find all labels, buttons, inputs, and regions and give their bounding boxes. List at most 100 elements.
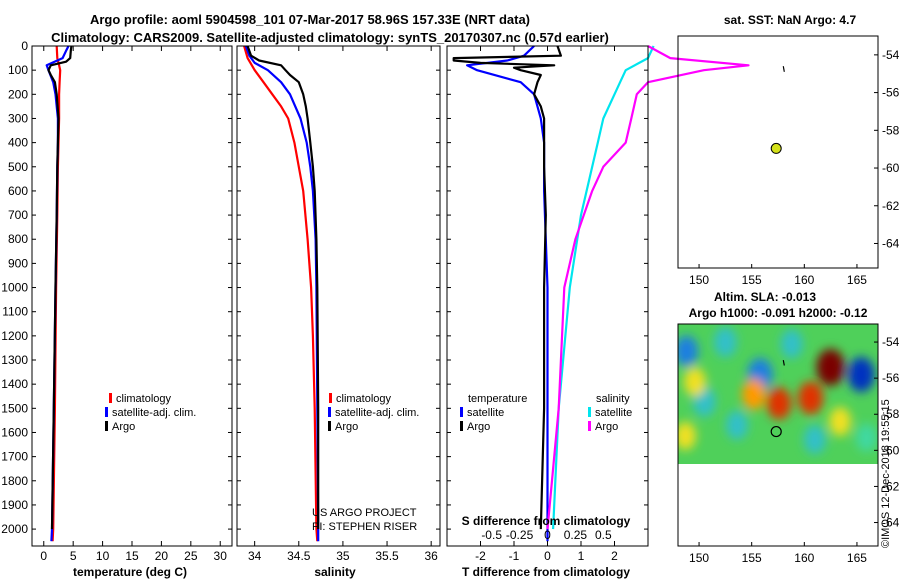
- legend-label-satellite: satellite-adj. clim.: [112, 407, 196, 419]
- depth-tick-label: 1500: [1, 401, 28, 415]
- map-y-tick-label: -54: [882, 48, 900, 62]
- legend-label-t-argo: Argo: [467, 421, 490, 433]
- depth-tick-label: 100: [8, 63, 28, 77]
- sla-field: [678, 327, 878, 455]
- legend-title-salinity: salinity: [596, 393, 630, 405]
- map-y-tick-label: -56: [882, 86, 900, 100]
- map-y-tick-label: -58: [882, 407, 900, 421]
- sla-map-axes: 150 155 160 165 -54 -56 -58 -60 -62 -64: [689, 335, 900, 565]
- float-track: [782, 359, 785, 366]
- depth-tick-label: 1900: [1, 498, 28, 512]
- temperature-xlabel: temperature (deg C): [73, 565, 187, 579]
- s-tick-label: 0.5: [595, 528, 612, 542]
- depth-tick-label: 800: [8, 232, 28, 246]
- x-tick-label: 15: [125, 549, 139, 563]
- x-tick-label: 25: [184, 549, 198, 563]
- map-y-tick-label: -60: [882, 161, 900, 175]
- series-line-s-argo: [546, 45, 750, 530]
- map-x-tick-label: 160: [794, 551, 814, 565]
- sla-anomaly-blob: [678, 335, 699, 367]
- sla-map: Altim. SLA: -0.013 Argo h1000: -0.091 h2…: [677, 290, 900, 565]
- depth-tick-label: 1200: [1, 329, 28, 343]
- series-line-argo: [47, 45, 73, 530]
- s-tick-label: -0.25: [506, 528, 534, 542]
- x-tick-label: -2: [475, 549, 486, 563]
- map-y-tick-label: -64: [882, 236, 900, 250]
- sst-map-title: sat. SST: NaN Argo: 4.7: [724, 13, 857, 27]
- difference-x-axis: -2 -1 0 1 2: [475, 46, 618, 563]
- difference-legend: temperature satellite Argo salinity sate…: [460, 393, 632, 433]
- sla-map-title-line1: Altim. SLA: -0.013: [714, 290, 816, 304]
- x-tick-label: 0: [544, 549, 551, 563]
- map-x-tick-label: 150: [689, 273, 709, 287]
- x-tick-label: 34: [248, 549, 262, 563]
- x-tick-label: 5: [70, 549, 77, 563]
- x-tick-label: 2: [611, 549, 618, 563]
- map-x-tick-label: 155: [742, 551, 762, 565]
- legend-swatch-s-satellite: [588, 407, 591, 417]
- float-track: [782, 66, 785, 72]
- map-x-tick-label: 160: [794, 273, 814, 287]
- project-credit-line2: PI: STEPHEN RISER: [312, 521, 417, 533]
- sla-map-marks: [770, 359, 785, 438]
- x-tick-label: 30: [214, 549, 228, 563]
- legend-label-s-argo: Argo: [595, 421, 618, 433]
- float-position-marker: [770, 142, 782, 154]
- sla-anomaly-blob: [683, 367, 706, 397]
- salinity-xlabel: salinity: [314, 565, 356, 579]
- salinity-frame: [236, 45, 441, 547]
- temperature-frame: [31, 45, 233, 547]
- x-tick-label: 10: [96, 549, 110, 563]
- legend-label-argo: Argo: [112, 421, 135, 433]
- temperature-marks: [45, 45, 73, 542]
- sla-anomaly-blob: [855, 423, 878, 452]
- series-line-t-satellite: [466, 45, 549, 542]
- sst-map-frame: [677, 35, 879, 269]
- map-y-tick-label: -56: [882, 371, 900, 385]
- map-x-tick-label: 150: [689, 551, 709, 565]
- figure-title-line1: Argo profile: aoml 5904598_101 07-Mar-20…: [90, 12, 530, 27]
- depth-tick-label: 1100: [2, 305, 28, 319]
- sla-anomaly-blob: [713, 327, 737, 358]
- sla-anomaly-blob: [829, 406, 852, 436]
- salinity-x-axis: 34 34.5 35 35.5 36: [248, 46, 438, 563]
- legend-label-t-satellite: satellite: [467, 407, 504, 419]
- sla-anomaly-blob: [847, 357, 875, 393]
- legend-swatch-satellite: [105, 407, 108, 417]
- depth-tick-label: 1800: [1, 474, 28, 488]
- sla-anomaly-blob: [816, 348, 845, 386]
- x-tick-label: 36: [424, 549, 438, 563]
- legend-swatch-s-argo: [588, 421, 591, 431]
- x-tick-label: -1: [509, 549, 520, 563]
- depth-tick-label: 1400: [1, 377, 28, 391]
- sla-anomaly-blob: [780, 329, 803, 359]
- sla-anomaly-blob: [725, 410, 748, 440]
- legend-label-climatology: climatology: [336, 393, 392, 405]
- map-x-tick-label: 165: [847, 273, 867, 287]
- depth-tick-label: 900: [8, 256, 28, 270]
- s-tick-label: -0.5: [481, 528, 502, 542]
- legend-label-satellite: satellite-adj. clim.: [335, 407, 419, 419]
- depth-tick-label: 1300: [1, 353, 28, 367]
- sla-anomaly-blob: [741, 378, 766, 410]
- map-y-tick-label: -54: [882, 335, 900, 349]
- map-y-tick-label: -58: [882, 123, 900, 137]
- temperature-legend: climatology satellite-adj. clim. Argo: [105, 393, 196, 433]
- map-x-tick-label: 165: [847, 551, 867, 565]
- depth-tick-label: 700: [8, 208, 28, 222]
- depth-tick-label: 1700: [1, 450, 28, 464]
- x-tick-label: 1: [578, 549, 585, 563]
- map-x-tick-label: 155: [742, 273, 762, 287]
- depth-tick-label: 400: [8, 136, 28, 150]
- salinity-legend: climatology satellite-adj. clim. Argo: [328, 393, 419, 433]
- salinity-panel: 34 34.5 35 35.5 36 salinity climatology sate…: [236, 45, 441, 579]
- series-line-climatology: [243, 45, 319, 542]
- x-tick-label: 34.5: [287, 549, 311, 563]
- legend-swatch-t-satellite: [460, 407, 463, 417]
- depth-tick-label: 200: [8, 87, 28, 101]
- legend-swatch-climatology: [329, 393, 332, 403]
- legend-swatch-climatology: [109, 393, 112, 403]
- map-y-tick-label: -62: [882, 479, 900, 493]
- series-line-t-argo: [452, 45, 563, 530]
- depth-tick-label: 300: [8, 111, 28, 125]
